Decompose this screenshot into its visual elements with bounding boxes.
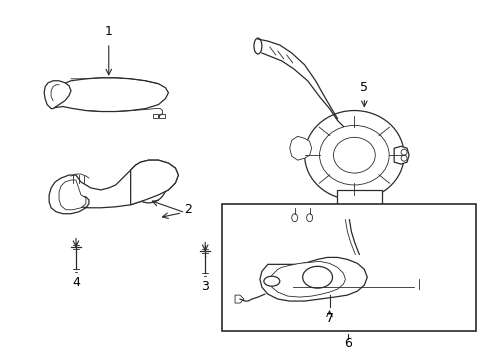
Ellipse shape [304, 111, 403, 200]
Bar [339, 218, 357, 235]
Polygon shape [289, 136, 311, 160]
Ellipse shape [333, 137, 374, 173]
Ellipse shape [264, 276, 279, 286]
Bar [222, 204, 475, 331]
Circle shape [400, 155, 406, 161]
Polygon shape [49, 78, 168, 112]
Text: 4: 4 [72, 276, 80, 289]
Text: 2: 2 [184, 203, 192, 216]
Bar [152, 113, 158, 118]
Circle shape [138, 175, 158, 195]
Text: 5: 5 [360, 81, 367, 94]
Ellipse shape [291, 214, 297, 222]
Polygon shape [130, 160, 178, 205]
Polygon shape [393, 146, 408, 164]
Ellipse shape [306, 214, 312, 222]
Polygon shape [59, 180, 86, 210]
Text: 7: 7 [325, 312, 333, 325]
Polygon shape [49, 160, 178, 214]
Circle shape [400, 149, 406, 155]
Ellipse shape [302, 266, 332, 288]
Polygon shape [269, 261, 345, 297]
Polygon shape [235, 295, 244, 303]
Bar [159, 113, 165, 118]
Text: 3: 3 [201, 280, 209, 293]
Polygon shape [44, 81, 71, 109]
Ellipse shape [319, 125, 388, 185]
Bar [362, 218, 380, 235]
Text: 1: 1 [104, 24, 112, 38]
Ellipse shape [253, 38, 262, 54]
Circle shape [130, 167, 166, 203]
Polygon shape [260, 257, 366, 301]
Bar [337, 190, 382, 220]
Text: 6: 6 [344, 337, 352, 350]
